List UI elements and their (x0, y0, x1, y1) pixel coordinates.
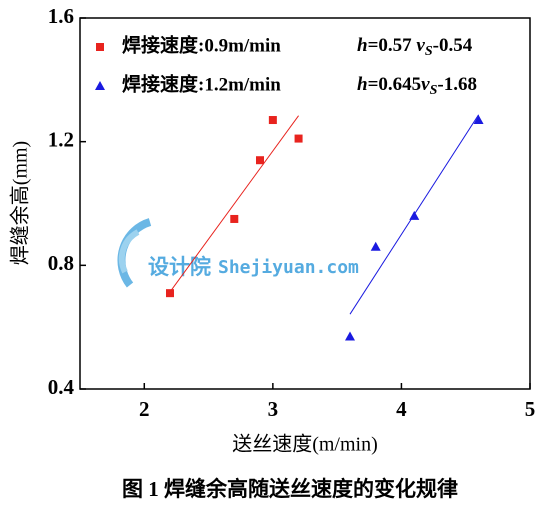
watermark-logo (118, 229, 140, 274)
x-tick-label: 5 (525, 397, 536, 421)
caption: 图 1 焊缝余高随送丝速度的变化规律 (122, 477, 458, 501)
fit-part: v (421, 74, 430, 95)
y-tick-label: 1.6 (48, 4, 74, 28)
y-tick-label: 1.2 (48, 127, 74, 151)
point (409, 210, 420, 220)
legend-label: 焊接速度:1.2m/min (122, 72, 281, 95)
x-tick-label: 4 (396, 397, 407, 421)
fit-line (169, 115, 299, 293)
y-tick-label: 0.8 (48, 251, 74, 275)
x-axis-title: 送丝速度(m/min) (232, 433, 378, 456)
fit-part: h (357, 35, 368, 56)
fit-part: h (357, 74, 368, 95)
fit-part: -0.54 (433, 35, 473, 56)
point (345, 331, 355, 341)
x-tick-label: 2 (139, 397, 150, 421)
y-axis-title: 焊缝余高(mm) (9, 141, 32, 265)
point (268, 116, 277, 125)
fit-part: v (416, 35, 425, 56)
watermark-text: Shejiyuan.com (218, 257, 359, 278)
fit-part: =0.57 (368, 35, 417, 56)
x-tick-label: 3 (268, 397, 279, 421)
point (370, 241, 381, 251)
legend-marker (95, 81, 105, 90)
fit-part: -1.68 (437, 74, 477, 95)
legend-fit: h=0.57 vS-0.54 (357, 35, 473, 59)
point (256, 156, 264, 165)
y-tick-label: 0.4 (48, 375, 75, 399)
fit-part: =0.645 (368, 74, 422, 95)
point (294, 134, 303, 143)
point (473, 115, 484, 125)
fit-part: S (430, 83, 438, 98)
watermark-text: 设计院 (148, 255, 211, 279)
legend-fit: h=0.645vS-1.68 (357, 74, 477, 98)
legend-label: 焊接速度:0.9m/min (122, 33, 281, 56)
legend-marker (96, 43, 104, 51)
plot-frame (79, 17, 531, 390)
watermark: 设计院 Shejiyuan.com (117, 218, 359, 288)
fit-part: S (425, 44, 433, 59)
point (230, 214, 239, 223)
point (166, 289, 174, 298)
